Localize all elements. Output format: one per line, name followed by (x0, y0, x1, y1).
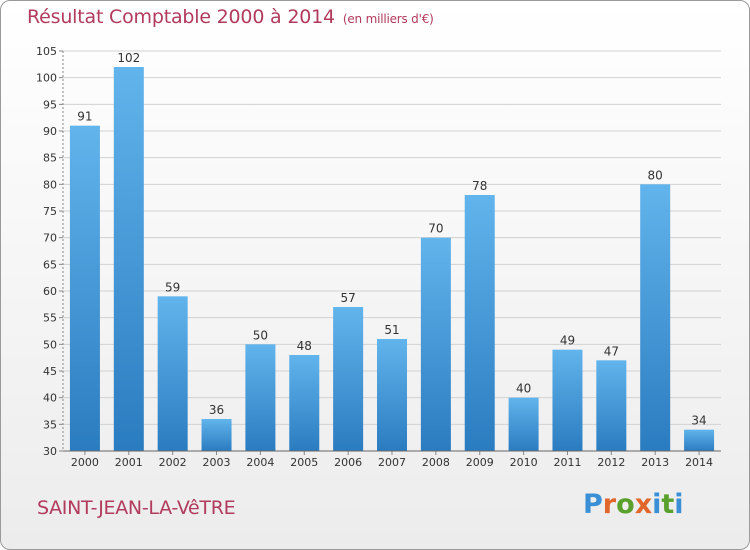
x-tick-label: 2009 (466, 456, 494, 469)
y-tick-label: 90 (43, 125, 57, 138)
chart-title: Résultat Comptable 2000 à 2014 (en millie… (27, 6, 434, 28)
data-label: 78 (472, 179, 487, 193)
x-tick-label: 2005 (290, 456, 318, 469)
y-tick-label: 80 (43, 178, 57, 191)
commune-name: SAINT-JEAN-LA-VêTRE (37, 497, 236, 519)
x-tick-label: 2006 (334, 456, 362, 469)
x-tick-label: 2014 (685, 456, 713, 469)
data-label: 80 (648, 168, 663, 182)
y-tick-label: 45 (43, 365, 57, 378)
y-tick-label: 50 (43, 338, 57, 351)
x-tick-label: 2013 (641, 456, 669, 469)
data-label: 40 (516, 382, 531, 396)
data-label: 102 (117, 51, 140, 65)
x-tick-label: 2011 (553, 456, 581, 469)
data-label: 36 (209, 403, 224, 417)
data-label: 70 (428, 222, 443, 236)
bar (684, 429, 715, 451)
title-text: Résultat Comptable 2000 à 2014 (27, 6, 335, 28)
bar (596, 360, 627, 451)
proxiti-logo: Proxiti (583, 489, 684, 520)
bar (245, 344, 276, 451)
bar (201, 419, 232, 451)
x-tick-label: 2001 (115, 456, 143, 469)
y-tick-label: 65 (43, 258, 57, 271)
x-tick-label: 2002 (159, 456, 187, 469)
y-tick-label: 105 (36, 45, 57, 58)
bar (508, 397, 539, 451)
data-label: 34 (691, 414, 706, 428)
bar (113, 67, 144, 451)
y-tick-label: 70 (43, 232, 57, 245)
x-tick-label: 2003 (203, 456, 231, 469)
y-tick-label: 85 (43, 152, 57, 165)
y-tick-label: 75 (43, 205, 57, 218)
logo-letter: i (674, 489, 684, 520)
bar (157, 296, 188, 451)
data-label: 59 (165, 280, 180, 294)
logo-letter: t (661, 489, 675, 520)
data-label: 57 (340, 291, 355, 305)
bar (552, 349, 583, 451)
logo-letter: r (602, 489, 617, 520)
y-tick-label: 60 (43, 285, 57, 298)
data-label: 50 (253, 328, 268, 342)
logo-letter: i (652, 489, 662, 520)
x-tick-label: 2012 (597, 456, 625, 469)
data-label: 91 (77, 110, 92, 124)
logo-letter: x (634, 489, 653, 520)
bar (69, 125, 100, 452)
data-label: 51 (384, 323, 399, 337)
x-tick-label: 2004 (246, 456, 274, 469)
bar (464, 195, 495, 451)
bar (289, 355, 320, 451)
data-label: 49 (560, 334, 575, 348)
x-tick-label: 2000 (71, 456, 99, 469)
x-tick-label: 2010 (510, 456, 538, 469)
y-tick-label: 40 (43, 392, 57, 405)
y-tick-label: 95 (43, 98, 57, 111)
y-tick-label: 30 (43, 445, 57, 458)
y-tick-label: 100 (36, 72, 57, 85)
bar (333, 307, 364, 451)
bar (377, 339, 407, 451)
bar (420, 237, 451, 451)
y-tick-label: 55 (43, 312, 57, 325)
x-tick-label: 2007 (378, 456, 406, 469)
unit-label: (en milliers d'€) (342, 12, 434, 26)
y-tick-label: 35 (43, 418, 57, 431)
logo-letter: P (583, 489, 603, 520)
data-label: 47 (604, 344, 619, 358)
x-tick-label: 2008 (422, 456, 450, 469)
data-label: 48 (297, 339, 312, 353)
bar (640, 184, 671, 452)
logo-letter: o (616, 489, 635, 520)
